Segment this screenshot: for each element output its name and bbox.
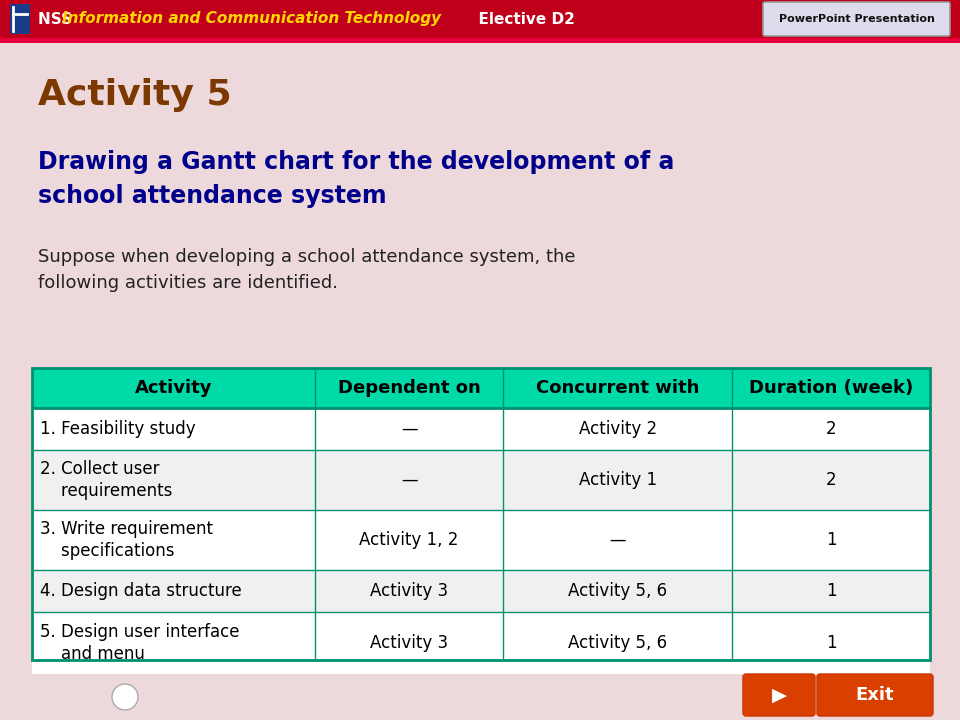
Text: 2. Collect user
    requirements: 2. Collect user requirements (40, 460, 173, 500)
Bar (0, 38, 960, 43)
Bar (32, 450, 930, 510)
Text: 2: 2 (826, 420, 836, 438)
Text: 1: 1 (826, 634, 836, 652)
Text: 5. Design user interface
    and menu: 5. Design user interface and menu (40, 623, 239, 663)
Text: NSS: NSS (38, 12, 78, 27)
Bar (32, 408, 930, 450)
Text: 1. Feasibility study: 1. Feasibility study (40, 420, 196, 438)
Text: 2: 2 (826, 471, 836, 489)
Text: 1: 1 (826, 531, 836, 549)
Text: Drawing a Gantt chart for the development of a
school attendance system: Drawing a Gantt chart for the developmen… (38, 150, 674, 207)
Text: Information and Communication Technology: Information and Communication Technology (62, 12, 442, 27)
Text: 3. Write requirement
    specifications: 3. Write requirement specifications (40, 520, 213, 560)
Text: Exit: Exit (855, 686, 895, 704)
Text: Activity 3: Activity 3 (371, 634, 448, 652)
Text: Activity 1: Activity 1 (579, 471, 657, 489)
Text: Concurrent with: Concurrent with (537, 379, 700, 397)
Text: Activity: Activity (134, 379, 212, 397)
Bar (10, 4, 30, 34)
Text: Activity 2: Activity 2 (579, 420, 657, 438)
FancyBboxPatch shape (817, 674, 933, 716)
Text: Elective D2: Elective D2 (468, 12, 575, 27)
Text: Suppose when developing a school attendance system, the
following activities are: Suppose when developing a school attenda… (38, 248, 575, 292)
Text: —: — (401, 420, 418, 438)
Bar (32, 368, 930, 408)
FancyBboxPatch shape (763, 2, 950, 36)
Text: Activity 5, 6: Activity 5, 6 (568, 582, 667, 600)
Bar (32, 570, 930, 612)
Circle shape (112, 684, 138, 710)
Text: —: — (610, 531, 626, 549)
FancyBboxPatch shape (743, 674, 815, 716)
Text: —: — (401, 471, 418, 489)
Text: Dependent on: Dependent on (338, 379, 481, 397)
Text: 4. Design data structure: 4. Design data structure (40, 582, 242, 600)
Bar (32, 368, 930, 660)
Bar (32, 510, 930, 570)
Text: 1: 1 (826, 582, 836, 600)
Text: PowerPoint Presentation: PowerPoint Presentation (779, 14, 934, 24)
Text: Activity 3: Activity 3 (371, 582, 448, 600)
Text: Activity 1, 2: Activity 1, 2 (359, 531, 459, 549)
Text: ▶: ▶ (772, 685, 786, 704)
Bar (32, 612, 930, 674)
Text: Duration (week): Duration (week) (749, 379, 913, 397)
Text: Activity 5, 6: Activity 5, 6 (568, 634, 667, 652)
Text: Activity 5: Activity 5 (38, 78, 231, 112)
Bar (0, 0, 960, 38)
